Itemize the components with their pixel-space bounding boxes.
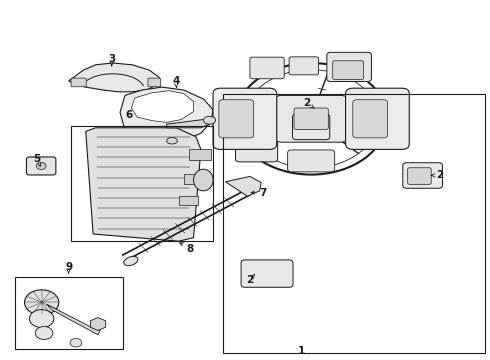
FancyBboxPatch shape bbox=[241, 260, 293, 287]
Text: 2: 2 bbox=[246, 275, 253, 285]
Bar bbox=[15, 277, 122, 349]
Text: 8: 8 bbox=[187, 244, 194, 254]
FancyBboxPatch shape bbox=[353, 100, 388, 138]
Bar bbox=[223, 94, 485, 353]
Ellipse shape bbox=[124, 256, 138, 266]
FancyBboxPatch shape bbox=[327, 52, 371, 81]
Text: 5: 5 bbox=[34, 154, 41, 164]
Text: 3: 3 bbox=[108, 54, 115, 64]
FancyBboxPatch shape bbox=[289, 57, 318, 75]
Text: 1: 1 bbox=[298, 346, 305, 356]
Polygon shape bbox=[47, 304, 100, 335]
FancyBboxPatch shape bbox=[345, 88, 409, 149]
FancyBboxPatch shape bbox=[288, 150, 335, 172]
FancyBboxPatch shape bbox=[250, 57, 284, 79]
Text: 9: 9 bbox=[65, 262, 72, 272]
Text: 4: 4 bbox=[172, 76, 180, 86]
Polygon shape bbox=[120, 87, 213, 141]
FancyBboxPatch shape bbox=[148, 78, 161, 87]
Text: 7: 7 bbox=[259, 188, 267, 198]
Bar bbox=[179, 196, 198, 205]
Ellipse shape bbox=[194, 169, 213, 191]
Circle shape bbox=[35, 327, 53, 339]
FancyBboxPatch shape bbox=[408, 168, 431, 184]
Circle shape bbox=[297, 109, 325, 129]
FancyBboxPatch shape bbox=[213, 88, 277, 149]
Polygon shape bbox=[167, 120, 213, 128]
FancyBboxPatch shape bbox=[219, 100, 254, 138]
Polygon shape bbox=[131, 91, 194, 122]
Bar bbox=[184, 174, 204, 184]
Circle shape bbox=[36, 162, 46, 170]
Circle shape bbox=[70, 338, 82, 347]
FancyBboxPatch shape bbox=[274, 95, 348, 142]
FancyBboxPatch shape bbox=[26, 157, 56, 175]
FancyBboxPatch shape bbox=[71, 78, 86, 87]
Bar bbox=[189, 149, 211, 160]
Polygon shape bbox=[69, 63, 159, 92]
FancyBboxPatch shape bbox=[293, 114, 330, 140]
Ellipse shape bbox=[167, 138, 177, 144]
Circle shape bbox=[24, 290, 59, 315]
Bar bbox=[71, 126, 213, 241]
FancyBboxPatch shape bbox=[294, 108, 328, 130]
Text: 6: 6 bbox=[125, 109, 132, 120]
FancyBboxPatch shape bbox=[236, 138, 278, 162]
Circle shape bbox=[29, 310, 54, 328]
FancyBboxPatch shape bbox=[403, 163, 442, 188]
Text: 2: 2 bbox=[304, 98, 311, 108]
Ellipse shape bbox=[203, 116, 216, 124]
FancyBboxPatch shape bbox=[333, 61, 364, 80]
Polygon shape bbox=[225, 176, 261, 196]
Text: 2: 2 bbox=[436, 170, 443, 180]
Polygon shape bbox=[86, 128, 201, 241]
